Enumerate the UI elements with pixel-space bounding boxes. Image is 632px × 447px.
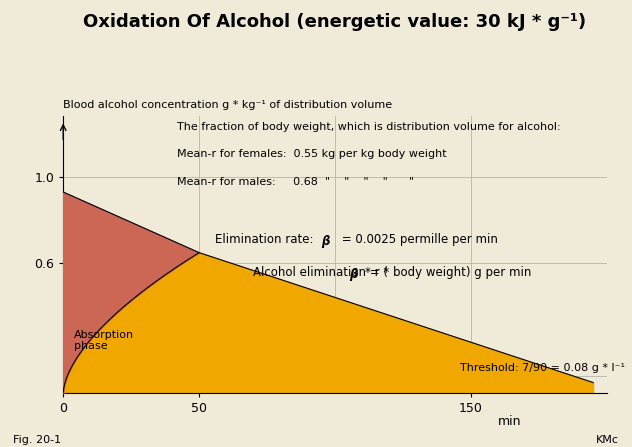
Text: Oxidation Of Alcohol (energetic value: 30 kJ * g⁻¹): Oxidation Of Alcohol (energetic value: 3… bbox=[83, 13, 586, 31]
Text: Elimination rate:: Elimination rate: bbox=[216, 232, 318, 245]
Text: Threshold: 7/90 = 0.08 g * l⁻¹: Threshold: 7/90 = 0.08 g * l⁻¹ bbox=[460, 363, 625, 373]
Text: * r * body weight) g per min: * r * body weight) g per min bbox=[365, 266, 532, 279]
Text: Blood alcohol concentration g * kg⁻¹ of distribution volume: Blood alcohol concentration g * kg⁻¹ of … bbox=[63, 100, 392, 110]
Text: Alcohol elimination = (: Alcohol elimination = ( bbox=[253, 266, 389, 279]
Text: $\boldsymbol{\beta}$: $\boldsymbol{\beta}$ bbox=[349, 266, 358, 283]
Text: = 0.0025 permille per min: = 0.0025 permille per min bbox=[337, 232, 497, 245]
Text: KMc: KMc bbox=[597, 434, 619, 444]
Text: Mean-r for females:  0.55 kg per kg body weight: Mean-r for females: 0.55 kg per kg body … bbox=[178, 149, 447, 160]
Text: The fraction of body weight, which is distribution volume for alcohol:: The fraction of body weight, which is di… bbox=[178, 122, 561, 132]
Text: $\boldsymbol{\beta}$: $\boldsymbol{\beta}$ bbox=[322, 232, 331, 249]
Text: Absorption
phase: Absorption phase bbox=[74, 329, 134, 351]
Text: Fig. 20-1: Fig. 20-1 bbox=[13, 434, 61, 444]
Text: Mean-r for males:     0.68  "    "    "    "      ": Mean-r for males: 0.68 " " " " " bbox=[178, 177, 415, 187]
Text: min: min bbox=[498, 415, 521, 428]
